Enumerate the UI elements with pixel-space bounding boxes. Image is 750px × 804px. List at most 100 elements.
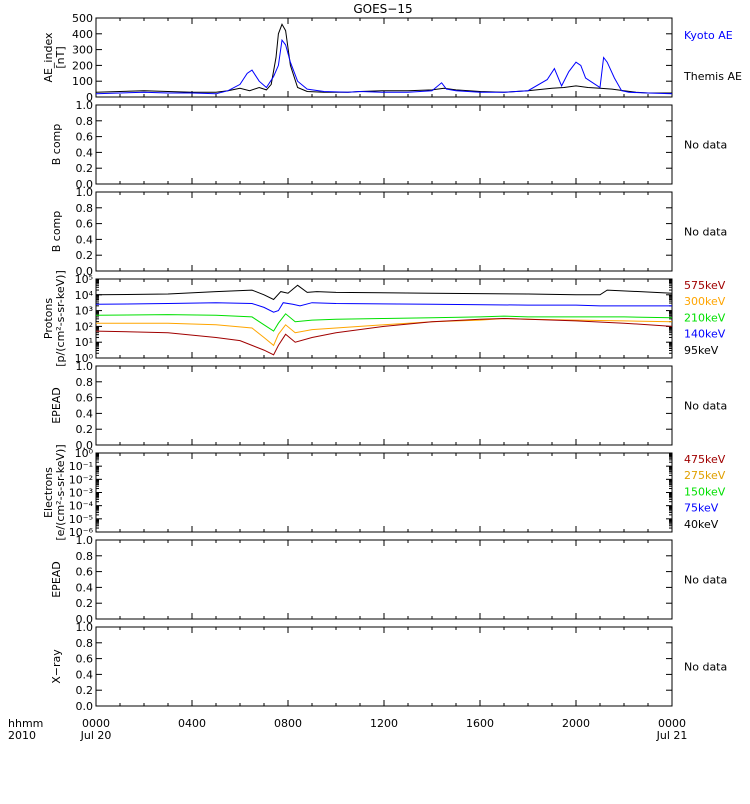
legend-entry: 475keV xyxy=(684,453,726,466)
x-tick-label: 0000 xyxy=(82,717,110,730)
plot-title: GOES−15 xyxy=(353,2,412,16)
y-tick-label: 500 xyxy=(72,12,93,25)
y-tick-label: 1.0 xyxy=(76,99,94,112)
y-tick-label: 10⁻⁵ xyxy=(69,513,93,526)
y-tick-label: 400 xyxy=(72,28,93,41)
x-tick-label: 1200 xyxy=(370,717,398,730)
legend-entry: 300keV xyxy=(684,295,726,308)
y-axis-label: EPEAD xyxy=(50,387,63,424)
y-tick-label: 0.4 xyxy=(76,233,94,246)
y-tick-label: 1.0 xyxy=(76,621,94,634)
panels: 0 100 200 300 400 500 AE_index[nT] Kyoto AE Them… xyxy=(42,12,742,713)
panel-frame xyxy=(95,191,673,272)
panel-frame xyxy=(95,104,673,185)
y-tick-label: 0.6 xyxy=(76,392,94,405)
y-tick-label: 10² xyxy=(75,320,93,333)
panel-8: 0.0 0.2 0.4 0.6 0.8 1.0 X−ray No data xyxy=(50,621,727,713)
no-data-label: No data xyxy=(684,574,727,587)
y-tick-label: 10⁰ xyxy=(75,352,94,365)
legend-entry: 40keV xyxy=(684,518,719,531)
legend-entry: Themis AE xyxy=(683,70,742,83)
panel-frame xyxy=(95,626,673,707)
time-axis-row-label-year: 2010 xyxy=(8,729,36,742)
y-tick-label: 1.0 xyxy=(76,534,94,547)
y-tick-label: 0.0 xyxy=(76,178,94,191)
panel-6: 10⁰10⁻¹10⁻²10⁻³10⁻⁴10⁻⁵10⁻⁶Electrons[e/(… xyxy=(42,444,726,540)
y-tick-label: 0.4 xyxy=(76,146,94,159)
no-data-label: No data xyxy=(684,226,727,239)
no-data-label: No data xyxy=(684,400,727,413)
y-tick-label: 0.4 xyxy=(76,581,94,594)
y-tick-label: 0.0 xyxy=(76,265,94,278)
no-data-label: No data xyxy=(684,661,727,674)
y-tick-label: 0.2 xyxy=(76,423,94,436)
y-tick-label: 10⁴ xyxy=(75,289,94,302)
y-tick-label: 0.0 xyxy=(76,439,94,452)
y-tick-label: 0.0 xyxy=(76,613,94,626)
y-tick-label: 0.2 xyxy=(76,684,94,697)
y-tick-label: 0.6 xyxy=(76,566,94,579)
x-tick-label: 0400 xyxy=(178,717,206,730)
panel-frame xyxy=(95,365,673,446)
y-tick-label: 10⁻¹ xyxy=(69,460,93,473)
y-axis-label: X−ray xyxy=(50,649,63,684)
y-axis-label: AE_index[nT] xyxy=(42,32,67,83)
y-tick-label: 1.0 xyxy=(76,186,94,199)
x-tick-date-label: Jul 20 xyxy=(80,729,112,742)
series-line-300kev xyxy=(96,317,673,347)
legend-entry: 275keV xyxy=(684,469,726,482)
panel-frame xyxy=(95,17,673,98)
panel-7: 0.0 0.2 0.4 0.6 0.8 1.0 EPEAD No data xyxy=(50,534,727,626)
y-tick-label: 0.8 xyxy=(76,637,94,650)
legend-entry: 210keV xyxy=(684,311,726,324)
y-axis-label: Protons[p/(cm²-s-sr-keV)] xyxy=(42,270,67,367)
y-tick-label: 0 xyxy=(86,91,93,104)
panel-2: 0.0 0.2 0.4 0.6 0.8 1.0 B comp No data xyxy=(50,99,727,191)
series-line-kyoto-ae xyxy=(95,38,673,95)
x-tick-label: 0000 xyxy=(658,717,686,730)
legend-entry: 150keV xyxy=(684,485,726,498)
y-axis-label: EPEAD xyxy=(50,561,63,598)
x-tick-label: 1600 xyxy=(466,717,494,730)
y-tick-label: 200 xyxy=(72,59,93,72)
y-axis-label: B comp xyxy=(50,211,63,253)
x-tick-date-label: Jul 21 xyxy=(656,729,688,742)
series-line-95kev xyxy=(95,284,673,301)
legend-entry: 75keV xyxy=(684,502,719,515)
y-tick-label: 10³ xyxy=(75,305,93,318)
y-axis-label: B comp xyxy=(50,124,63,166)
y-tick-label: 0.2 xyxy=(76,597,94,610)
legend-entry: 575keV xyxy=(684,279,726,292)
x-tick-label: 0800 xyxy=(274,717,302,730)
y-tick-label: 0.8 xyxy=(76,202,94,215)
series-line-210kev xyxy=(95,313,673,332)
y-tick-label: 0.0 xyxy=(76,700,94,713)
y-tick-label: 10⁻⁴ xyxy=(69,500,94,513)
y-tick-label: 0.6 xyxy=(76,218,94,231)
panel-1: 0 100 200 300 400 500 AE_index[nT] Kyoto AE Them… xyxy=(42,12,742,104)
y-tick-label: 0.4 xyxy=(76,407,94,420)
y-tick-label: 10⁻⁶ xyxy=(69,526,94,539)
y-tick-label: 0.2 xyxy=(76,249,94,262)
y-tick-label: 0.8 xyxy=(76,376,94,389)
series-line-575kev xyxy=(95,317,673,356)
legend-entry: 95keV xyxy=(684,344,719,357)
y-tick-label: 1.0 xyxy=(76,360,94,373)
panel-frame xyxy=(95,539,673,620)
y-tick-label: 10⁻³ xyxy=(69,487,93,500)
x-tick-label: 2000 xyxy=(562,717,590,730)
y-tick-label: 0.8 xyxy=(76,115,94,128)
panel-frame xyxy=(95,452,673,533)
series-line-140kev xyxy=(95,302,672,313)
y-tick-label: 10⁻² xyxy=(69,473,93,486)
time-axis-row-label-hhmm: hhmm xyxy=(8,717,43,730)
y-tick-label: 10¹ xyxy=(75,336,93,349)
series-line-themis-ae xyxy=(95,23,672,94)
y-tick-label: 0.6 xyxy=(76,653,94,666)
no-data-label: No data xyxy=(684,139,727,152)
y-tick-label: 0.4 xyxy=(76,668,94,681)
y-tick-label: 10⁵ xyxy=(75,273,93,286)
panel-5: 0.0 0.2 0.4 0.6 0.8 1.0 EPEAD No data xyxy=(50,360,727,452)
